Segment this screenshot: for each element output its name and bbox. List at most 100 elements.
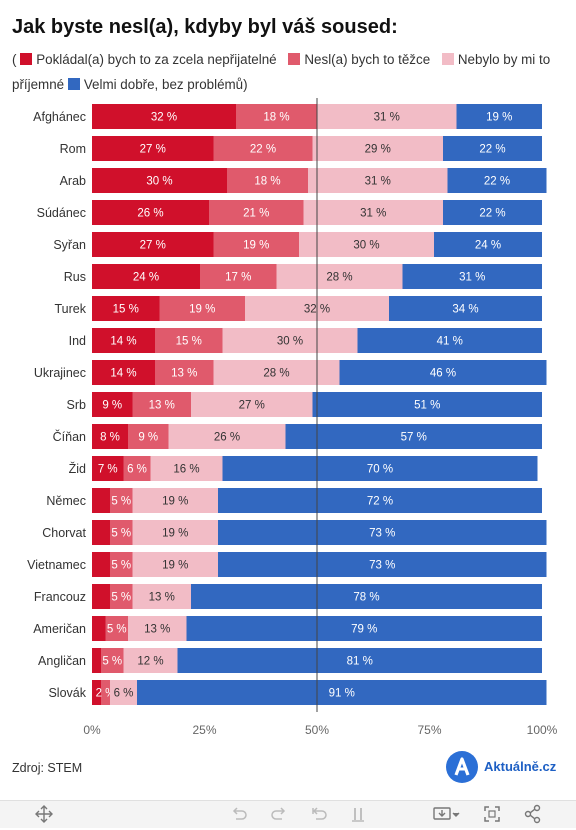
bar-segment <box>191 392 313 417</box>
revert-icon[interactable] <box>308 803 330 830</box>
data-label: 31 % <box>374 112 400 124</box>
legend-item-hard: Nesl(a) bych to těžce <box>288 52 430 67</box>
pause-icon[interactable] <box>348 803 368 830</box>
bar-segment <box>434 232 542 257</box>
data-label: 5 % <box>111 560 131 572</box>
category-label: Turek <box>55 302 87 316</box>
bar-segment <box>213 360 340 385</box>
data-label: 57 % <box>401 432 427 444</box>
data-label: 31 % <box>360 208 386 220</box>
data-label: 6 % <box>127 464 147 476</box>
bar-segment <box>218 520 547 545</box>
bar-segment <box>227 168 308 193</box>
data-label: 9 % <box>102 400 122 412</box>
data-label: 24 % <box>475 240 501 252</box>
data-label: 27 % <box>140 144 166 156</box>
bar-segment <box>222 456 538 481</box>
data-label: 73 % <box>369 528 395 540</box>
bar-segment <box>92 424 128 449</box>
category-label: Rom <box>60 142 86 156</box>
data-label: 78 % <box>353 592 379 604</box>
data-label: 6 % <box>114 688 134 700</box>
download-icon[interactable] <box>432 803 462 830</box>
fullscreen-icon[interactable] <box>482 803 502 830</box>
data-label: 24 % <box>133 272 159 284</box>
category-label: Slovák <box>48 686 86 700</box>
data-label: 5 % <box>111 592 131 604</box>
bar-segment <box>92 584 110 609</box>
bar-segment <box>186 616 542 641</box>
data-label: 19 % <box>162 560 188 572</box>
logo-mark-icon <box>446 751 478 783</box>
data-label: 15 % <box>176 336 202 348</box>
bar-segment <box>150 456 223 481</box>
data-label: 19 % <box>189 304 215 316</box>
share-icon[interactable] <box>523 803 543 830</box>
category-label: Súdánec <box>37 206 86 220</box>
logo-text: Aktuálně.cz <box>484 759 557 774</box>
bar-segment <box>402 264 542 289</box>
bar-segment <box>92 488 110 513</box>
bar-segment <box>222 328 358 353</box>
bar-segment <box>159 296 245 321</box>
legend-label: Nebylo by mi to příjemné <box>12 52 551 92</box>
bar-segment <box>236 104 317 129</box>
data-label: 22 % <box>250 144 276 156</box>
data-label: 34 % <box>452 304 478 316</box>
bar-segment <box>92 456 124 481</box>
data-label: 46 % <box>430 368 456 380</box>
data-label: 30 % <box>146 176 172 188</box>
category-label: Vietnamec <box>27 558 86 572</box>
data-label: 79 % <box>351 624 377 636</box>
bar-segment <box>357 328 542 353</box>
legend-item-unpleasant: Nebylo by mi to příjemné <box>12 52 550 92</box>
bar-segment <box>132 392 191 417</box>
redo-icon[interactable] <box>269 803 289 830</box>
data-label: 70 % <box>367 464 393 476</box>
data-label: 7 % <box>98 464 118 476</box>
bar-segment <box>155 360 214 385</box>
data-label: 13 % <box>171 368 197 380</box>
bar-segment <box>155 328 223 353</box>
category-label: Srb <box>67 398 87 412</box>
bar-segment <box>92 552 110 577</box>
category-label: Chorvat <box>42 526 86 540</box>
data-label: 5 % <box>111 528 131 540</box>
bar-segment <box>447 168 547 193</box>
bar-segment <box>101 648 124 673</box>
bar-segment <box>137 680 547 705</box>
move-icon[interactable] <box>34 803 54 830</box>
data-label: 81 % <box>347 656 373 668</box>
data-label: 19 % <box>162 528 188 540</box>
undo-icon[interactable] <box>229 803 249 830</box>
data-label: 28 % <box>263 368 289 380</box>
bar-segment <box>177 648 542 673</box>
data-label: 51 % <box>414 400 440 412</box>
data-label: 8 % <box>100 432 120 444</box>
bar-segment <box>132 552 218 577</box>
bar-segment <box>276 264 403 289</box>
data-label: 32 % <box>151 112 177 124</box>
bar-segment <box>308 168 448 193</box>
bar-segment <box>92 616 106 641</box>
bar-segment <box>168 424 286 449</box>
data-label: 41 % <box>437 336 463 348</box>
x-tick-label: 75% <box>417 723 441 737</box>
data-label: 30 % <box>353 240 379 252</box>
legend-swatch <box>288 53 301 65</box>
data-label: 14 % <box>110 368 136 380</box>
category-label: Syřan <box>53 238 86 252</box>
bar-segment <box>110 488 133 513</box>
x-tick-label: 25% <box>192 723 216 737</box>
bar-segment <box>443 200 542 225</box>
bar-segment <box>105 616 128 641</box>
category-label: Američan <box>33 622 86 636</box>
legend: ( Pokládal(a) bych to za zcela nepřijate… <box>12 47 564 97</box>
bar-segment <box>303 200 443 225</box>
category-label: Francouz <box>34 590 86 604</box>
bar-segment <box>110 680 137 705</box>
bar-segment <box>312 392 542 417</box>
data-label: 13 % <box>149 592 175 604</box>
legend-label: Pokládal(a) bych to za zcela nepřijateln… <box>36 52 277 67</box>
bar-segment <box>285 424 542 449</box>
